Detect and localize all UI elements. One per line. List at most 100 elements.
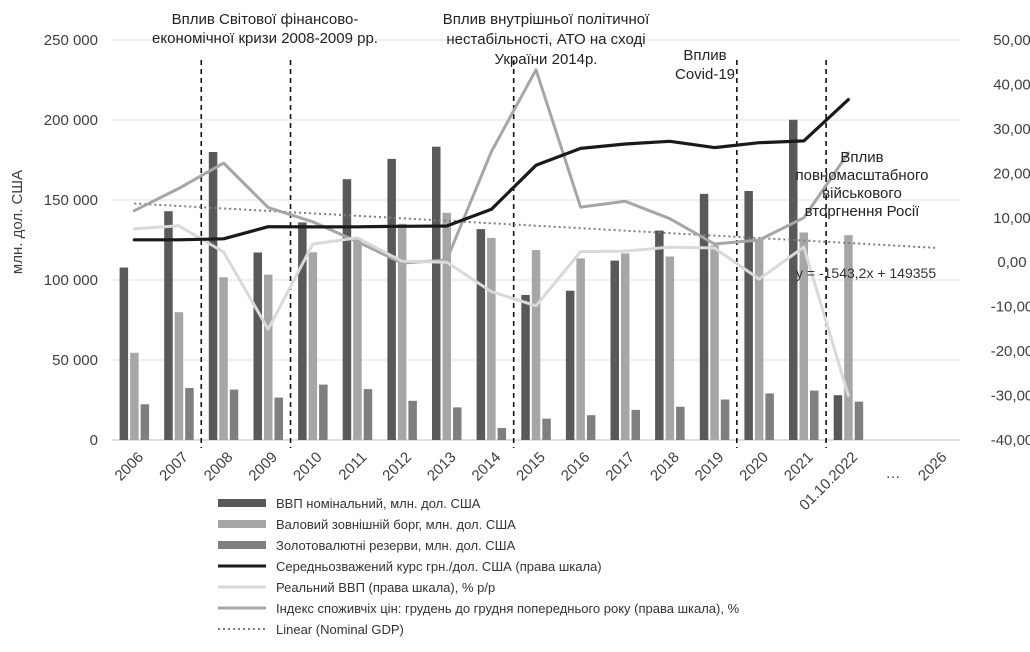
- legend-label: Валовий зовнішній борг, млн. дол. США: [276, 517, 516, 532]
- bar: [397, 223, 407, 440]
- annotation-line: повномасштабного: [796, 167, 929, 184]
- legend-label: Реальний ВВП (права шкала), % р/р: [276, 580, 495, 595]
- x-tick-label: 2015: [513, 449, 549, 485]
- bar: [229, 389, 239, 440]
- legend-label: Золотовалютні резерви, млн. дол. США: [276, 538, 516, 553]
- bar: [765, 393, 774, 440]
- x-tick-label: 2008: [201, 449, 237, 485]
- bar: [487, 237, 496, 440]
- x-tick-label: 2018: [647, 449, 683, 485]
- legend-swatch: [218, 499, 266, 507]
- legend-label: Середньозважений курс грн./дол. США (пра…: [276, 559, 602, 574]
- y-tick-label: 250 000: [44, 32, 98, 49]
- bar: [676, 406, 685, 440]
- legend-swatch: [218, 520, 266, 528]
- series-line: [132, 224, 850, 398]
- bar: [754, 238, 764, 440]
- series-line: [132, 97, 851, 242]
- bar: [576, 258, 585, 440]
- legend-item: Середньозважений курс грн./дол. США (пра…: [218, 559, 602, 574]
- bar: [208, 152, 218, 440]
- bar: [353, 238, 362, 440]
- legend-item: Linear (Nominal GDP): [218, 622, 404, 637]
- trend-equation: y = -1543,2x + 149355: [796, 265, 936, 281]
- bar: [699, 193, 709, 440]
- bar: [408, 400, 417, 440]
- x-tick-label: 2013: [424, 449, 460, 485]
- x-tick-label: 2010: [290, 449, 326, 485]
- annotation-line: економічної кризи 2008-2009 рр.: [152, 30, 378, 47]
- x-tick-label: …: [886, 465, 901, 482]
- bar: [432, 146, 441, 440]
- bar: [319, 384, 328, 440]
- bar: [219, 277, 228, 440]
- bar: [833, 395, 843, 440]
- x-tick-label: 2007: [156, 449, 192, 485]
- legend-label: Linear (Nominal GDP): [276, 622, 404, 637]
- y2-tick-label: 50,00: [993, 32, 1030, 49]
- y2-tick-label: -30,00: [991, 388, 1030, 405]
- annotations: Вплив Світової фінансово-економічної кри…: [152, 11, 928, 220]
- bar: [308, 252, 318, 440]
- x-tick-label: 2026: [915, 449, 951, 485]
- annotation-crisis: Вплив Світової фінансово-економічної кри…: [152, 11, 378, 47]
- x-tick-label: 2021: [781, 449, 817, 485]
- trend-line-group: [134, 202, 938, 249]
- bar: [264, 274, 273, 440]
- series-line: [132, 68, 850, 265]
- annotation-line: Вплив: [683, 47, 726, 64]
- x-tick-label: 2009: [245, 449, 281, 485]
- bar: [844, 235, 853, 440]
- y-tick-label: 200 000: [44, 112, 98, 129]
- bar-series: [119, 119, 864, 441]
- annotation-ato: Вплив внутрішньої політичної нестабільнос…: [443, 11, 650, 68]
- y-tick-label: 100 000: [44, 272, 98, 289]
- bar: [140, 404, 150, 440]
- legend-label: ВВП номінальний, млн. дол. США: [276, 496, 481, 511]
- event-divider-lines: [200, 60, 827, 448]
- bar: [274, 397, 283, 440]
- y2-tick-label: -20,00: [991, 343, 1030, 360]
- bar: [185, 388, 194, 440]
- trend-line: [134, 202, 938, 249]
- x-tick-label: 2006: [112, 449, 148, 485]
- bar: [531, 250, 541, 440]
- bar: [363, 389, 373, 440]
- y2-tick-label: -10,00: [991, 299, 1030, 316]
- bar: [655, 230, 664, 440]
- bar: [476, 229, 486, 440]
- annotation-line: Covid-19: [675, 66, 735, 83]
- legend-item: Індекс споживчіх цін: грудень до грудня …: [218, 601, 740, 616]
- legend-item: Валовий зовнішній борг, млн. дол. США: [218, 517, 516, 532]
- x-tick-label: 2020: [736, 449, 772, 485]
- bar: [453, 407, 462, 440]
- right-axis: -40,00 -30,00 -20,00 -10,00 0,00 10,00 20,00 30…: [991, 32, 1030, 449]
- bar: [442, 212, 451, 440]
- y2-tick-label: 20,00: [993, 165, 1030, 182]
- left-axis: 0 50 000 100 000 150 000 200 000 250 000: [44, 32, 98, 449]
- bar: [565, 290, 575, 440]
- bar: [710, 245, 719, 440]
- bar: [130, 352, 139, 440]
- legend-item: Реальний ВВП (права шкала), % р/р: [218, 580, 495, 595]
- y-tick-label: 50 000: [52, 352, 98, 369]
- y-axis-label: млн. дол. США: [9, 170, 26, 274]
- bar: [720, 399, 730, 440]
- y-tick-label: 0: [90, 432, 98, 449]
- legend-label: Індекс споживчіх цін: грудень до грудня …: [276, 601, 740, 616]
- x-tick-label: 2011: [335, 449, 370, 484]
- legend-item: ВВП номінальний, млн. дол. США: [218, 496, 481, 511]
- bar: [174, 312, 184, 440]
- bar: [621, 253, 630, 440]
- annotation-line: вторгнення Росії: [805, 203, 921, 220]
- annotation-line: нестабільності, АТО на сході: [446, 31, 645, 48]
- bar: [497, 428, 507, 440]
- bar: [799, 232, 808, 440]
- legend-item: Золотовалютні резерви, млн. дол. США: [218, 538, 516, 553]
- legend: ВВП номінальний, млн. дол. США Валовий зо…: [218, 496, 740, 637]
- y-tick-label: 150 000: [44, 192, 98, 209]
- bar: [789, 119, 798, 441]
- annotation-line: Вплив Світової фінансово-: [172, 11, 359, 28]
- bar: [586, 415, 596, 440]
